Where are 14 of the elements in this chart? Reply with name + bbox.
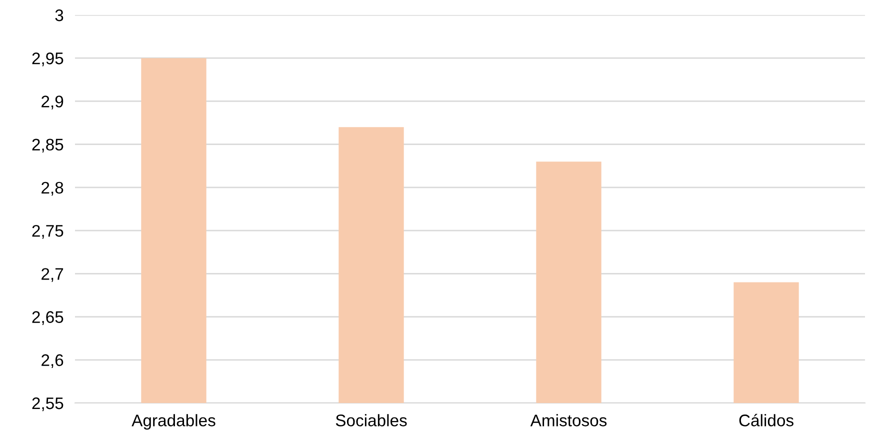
y-tick-label: 2,8 xyxy=(42,182,64,196)
y-tick-label: 2,65 xyxy=(32,311,64,325)
x-tick-label: Cálidos xyxy=(739,414,794,426)
y-tick-label: 2,55 xyxy=(32,397,64,412)
x-tick-label: Agradables xyxy=(132,414,216,430)
y-tick-label: 2,6 xyxy=(42,354,64,368)
y-tick-label: 3 xyxy=(55,9,64,22)
x-tick-label: Sociables xyxy=(336,414,407,426)
y-tick-label: 2,95 xyxy=(32,52,64,66)
y-tick-label: 2,7 xyxy=(42,268,64,282)
x-tick-label: Amistosos xyxy=(530,414,607,426)
y-tick-label: 2,85 xyxy=(32,138,64,153)
y-tick-label: 2,75 xyxy=(32,224,64,239)
y-tick-label: 2,9 xyxy=(42,96,64,110)
